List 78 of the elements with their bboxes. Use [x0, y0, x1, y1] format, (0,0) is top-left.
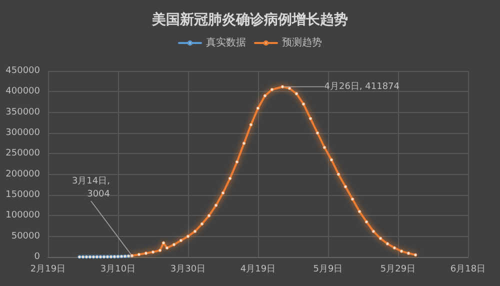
point [302, 102, 306, 106]
point [316, 131, 320, 135]
legend-label: 真实数据 [206, 36, 246, 48]
point [88, 255, 92, 259]
x-tick-label: 5月9日 [313, 264, 343, 274]
point [112, 254, 116, 258]
annotation: 3月14日, 3004 [72, 176, 110, 200]
y-tick-label: 50000 [11, 231, 40, 242]
point [144, 252, 148, 256]
point [242, 142, 246, 146]
y-tick-label: 450000 [6, 66, 40, 76]
point [280, 85, 284, 89]
point [172, 242, 176, 246]
y-tick-label: 150000 [6, 190, 40, 200]
y-tick-label: 250000 [6, 148, 40, 159]
y-tick-label: 0 [34, 252, 40, 262]
y-tick-label: 350000 [6, 107, 40, 118]
point [207, 214, 211, 218]
x-tick-label: 3月10日 [100, 264, 136, 274]
point [78, 255, 82, 259]
point [162, 241, 166, 245]
point [120, 254, 124, 258]
point [109, 255, 113, 259]
point [386, 242, 390, 246]
point [116, 254, 120, 258]
x-tick-label: 5月29日 [380, 264, 416, 274]
point [378, 236, 382, 240]
x-tick-label: 4月19日 [240, 264, 276, 274]
point [221, 191, 225, 195]
point [406, 252, 410, 256]
x-tick-label: 6月18日 [450, 264, 486, 274]
point [84, 255, 88, 259]
point [228, 176, 232, 180]
legend-label: 预测趋势 [282, 36, 322, 48]
point [165, 246, 169, 250]
point [322, 146, 326, 150]
point [95, 255, 99, 259]
point [350, 197, 354, 201]
point [294, 92, 298, 96]
point [364, 220, 368, 224]
point [200, 222, 204, 226]
point [106, 255, 110, 259]
point [98, 255, 102, 259]
point [123, 254, 127, 258]
point [137, 252, 141, 256]
y-tick-label: 300000 [6, 128, 40, 138]
point [186, 234, 190, 238]
point [158, 248, 162, 252]
point [358, 210, 362, 214]
point [400, 249, 404, 253]
point [330, 158, 334, 162]
chart-title: 美国新冠肺炎确诊病例增长趋势 [151, 11, 348, 28]
x-tick-label: 3月30日 [170, 264, 206, 274]
point [249, 122, 253, 126]
point [151, 250, 155, 254]
point [102, 255, 106, 259]
point [126, 254, 130, 258]
y-tick-label: 100000 [6, 210, 40, 221]
annotation: 4月26日, 411874 [324, 82, 400, 92]
point [235, 160, 239, 164]
point [288, 86, 292, 90]
point [336, 172, 340, 176]
point [270, 88, 274, 92]
y-tick-label: 200000 [6, 169, 40, 180]
y-tick-label: 400000 [6, 86, 40, 97]
point [372, 230, 376, 234]
point [193, 230, 197, 234]
point [256, 106, 260, 110]
point [179, 238, 183, 242]
x-tick-label: 2月19日 [30, 264, 66, 274]
point [92, 255, 96, 259]
point [308, 116, 312, 120]
point [81, 255, 85, 259]
point [263, 94, 267, 98]
point [414, 253, 418, 257]
point [344, 184, 348, 188]
point [214, 204, 218, 208]
point [392, 246, 396, 250]
